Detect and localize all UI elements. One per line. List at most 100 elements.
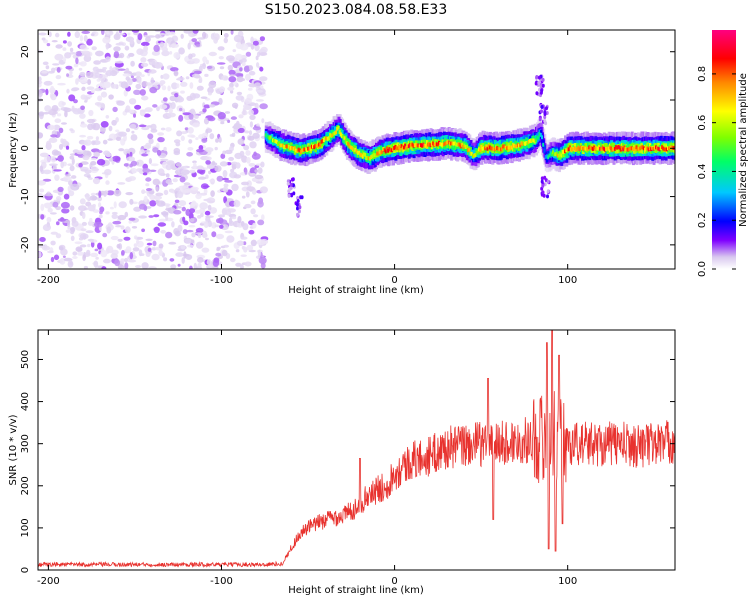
noise-blob [231, 216, 237, 220]
noise-blob [193, 114, 199, 119]
noise-blob [256, 62, 260, 68]
noise-blob [83, 35, 88, 42]
noise-blob [217, 214, 226, 218]
noise-blob [236, 91, 243, 96]
ridge-artefact [546, 179, 550, 184]
noise-blob [205, 156, 212, 161]
ridge-segment [353, 148, 356, 153]
ridge-segment [344, 139, 347, 143]
ridge-segment [549, 151, 552, 156]
noise-blob [227, 208, 236, 213]
noise-blob [183, 188, 192, 193]
ridge-segment [296, 149, 299, 153]
noise-blob [54, 118, 62, 123]
ridge-segment [570, 147, 573, 152]
noise-blob [158, 243, 164, 249]
ridge-segment [404, 143, 407, 148]
ridge-segment [604, 147, 606, 152]
ridge-segment [531, 138, 534, 143]
ridge-segment [469, 151, 472, 156]
noise-blob [89, 217, 93, 223]
ridge-segment [594, 147, 597, 151]
noise-blob [243, 144, 250, 151]
noise-blob [133, 206, 142, 212]
noise-blob [132, 72, 137, 76]
noise-blob [246, 180, 252, 188]
noise-blob [240, 254, 247, 257]
noise-blob [108, 125, 113, 132]
ridge-artefact [534, 81, 538, 86]
ridge-segment [616, 145, 619, 150]
ridge-segment [496, 146, 499, 151]
noise-blob [163, 257, 168, 262]
noise-blob [125, 76, 130, 81]
noise-blob [155, 186, 159, 192]
noise-blob [228, 156, 235, 161]
snr-series [38, 330, 675, 568]
noise-blob [102, 232, 108, 238]
noise-blob [246, 186, 256, 191]
noise-blob [248, 163, 256, 167]
noise-blob [125, 192, 134, 196]
noise-blob [241, 58, 247, 63]
noise-blob [250, 208, 256, 215]
noise-blob [75, 57, 79, 65]
noise-blob [237, 216, 242, 224]
noise-blob [103, 190, 107, 197]
ridge-segment [308, 146, 311, 151]
noise-blob [163, 189, 169, 196]
ridge-segment [585, 146, 588, 151]
noise-blob [85, 193, 90, 200]
ridge-segment [309, 147, 312, 151]
noise-blob [137, 33, 143, 41]
ridge-segment [541, 135, 543, 140]
ridge-segment [387, 148, 390, 153]
noise-blob [97, 242, 103, 250]
noise-blob [205, 237, 209, 241]
noise-blob [86, 135, 94, 140]
noise-blob [230, 116, 237, 120]
noise-blob [216, 62, 226, 65]
noise-blob [199, 202, 208, 210]
ridge-segment [447, 140, 450, 145]
noise-blob [231, 163, 237, 170]
noise-blob [186, 95, 193, 101]
noise-blob [208, 51, 217, 57]
ridge-artefact [292, 191, 296, 196]
ridge-segment [448, 142, 451, 146]
ridge-segment [526, 141, 529, 146]
noise-blob [142, 168, 151, 173]
noise-blob [248, 229, 255, 235]
noise-blob [188, 139, 193, 144]
noise-blob [216, 218, 221, 224]
noise-blob [219, 86, 226, 93]
noise-blob [76, 150, 85, 155]
noise-blob [180, 131, 188, 135]
ridge-segment [638, 146, 640, 151]
noise-blob [79, 61, 87, 67]
noise-blob [62, 47, 67, 51]
ridge-segment [389, 148, 392, 153]
noise-blob [160, 127, 166, 131]
ridge-segment [440, 142, 443, 147]
noise-blob [142, 172, 148, 176]
noise-blob [65, 174, 72, 177]
ridge-segment [375, 153, 377, 158]
noise-blob [95, 136, 99, 141]
noise-blob [240, 236, 248, 240]
ridge-segment [427, 142, 430, 147]
noise-blob [111, 213, 118, 219]
noise-blob [259, 103, 268, 110]
ridge-segment [587, 147, 590, 151]
ridge-segment [337, 125, 340, 130]
ridge-segment [554, 152, 557, 157]
noise-blob [197, 262, 202, 269]
noise-blob [154, 61, 163, 69]
noise-blob [146, 242, 153, 246]
noise-blob [203, 104, 211, 109]
noise-blob [195, 193, 202, 200]
noise-blob [230, 168, 235, 173]
noise-blob [206, 197, 216, 204]
noise-blob [150, 123, 157, 131]
noise-blob [46, 191, 51, 195]
